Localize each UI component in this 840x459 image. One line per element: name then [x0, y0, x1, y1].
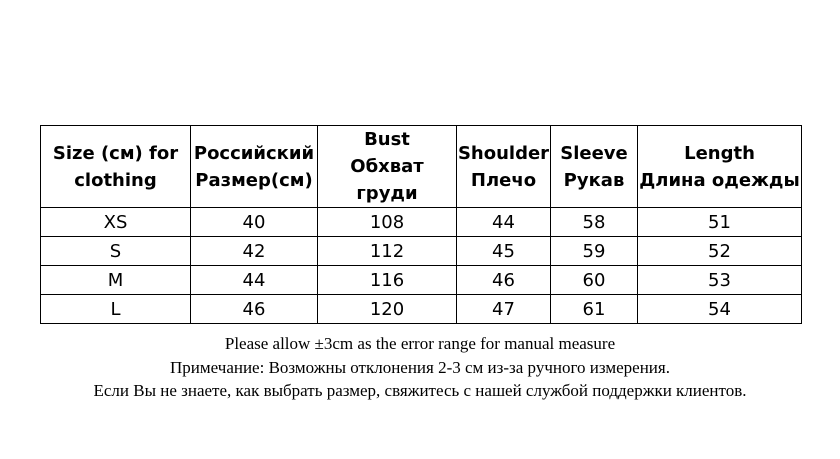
cell-size: S — [40, 236, 191, 266]
header-shoulder: Shoulder Плечо — [456, 125, 551, 208]
header-size: Size (см) for clothing — [40, 125, 191, 208]
cell-length: 54 — [637, 294, 802, 324]
cell-length: 53 — [637, 265, 802, 295]
cell-bust: 116 — [317, 265, 457, 295]
cell-size: L — [40, 294, 191, 324]
header-sleeve-line2: Рукав — [563, 169, 625, 191]
note-contact-support: Если Вы не знаете, как выбрать размер, с… — [93, 381, 747, 400]
table-row: S 42 112 45 59 52 — [40, 236, 802, 266]
cell-shoulder: 44 — [456, 207, 551, 237]
cell-shoulder: 47 — [456, 294, 551, 324]
measurement-notes: Please allow ±3cm as the error range for… — [0, 332, 840, 403]
header-russian-size-line2: Размер(см) — [195, 169, 313, 191]
cell-sleeve: 59 — [550, 236, 638, 266]
table-row: M 44 116 46 60 53 — [40, 265, 802, 295]
header-shoulder-line1: Shoulder — [457, 142, 550, 164]
size-chart-table: Size (см) for clothing Российский Размер… — [40, 125, 802, 324]
cell-size: XS — [40, 207, 191, 237]
note-error-range-en: Please allow ±3cm as the error range for… — [224, 334, 616, 353]
header-sleeve-line1: Sleeve — [560, 142, 628, 164]
cell-shoulder: 46 — [456, 265, 551, 295]
cell-bust: 108 — [317, 207, 457, 237]
table-header-row: Size (см) for clothing Российский Размер… — [40, 125, 802, 208]
cell-russian-size: 46 — [190, 294, 318, 324]
cell-russian-size: 40 — [190, 207, 318, 237]
cell-shoulder: 45 — [456, 236, 551, 266]
header-bust-line2: Обхват груди — [350, 156, 424, 204]
cell-russian-size: 42 — [190, 236, 318, 266]
table-row: XS 40 108 44 58 51 — [40, 207, 802, 237]
header-length: Length Длина одежды — [637, 125, 802, 208]
header-shoulder-line2: Плечо — [470, 169, 537, 191]
header-length-line1: Length — [684, 142, 755, 164]
cell-bust: 112 — [317, 236, 457, 266]
cell-length: 52 — [637, 236, 802, 266]
header-size-line2: clothing — [74, 169, 157, 191]
header-bust-line1: Bust — [364, 129, 410, 150]
header-russian-size-line1: Российский — [193, 142, 315, 164]
table-row: L 46 120 47 61 54 — [40, 294, 802, 324]
cell-sleeve: 61 — [550, 294, 638, 324]
cell-length: 51 — [637, 207, 802, 237]
cell-sleeve: 58 — [550, 207, 638, 237]
header-russian-size: Российский Размер(см) — [190, 125, 318, 208]
header-sleeve: Sleeve Рукав — [550, 125, 638, 208]
header-bust: Bust Обхват груди — [317, 125, 457, 208]
cell-bust: 120 — [317, 294, 457, 324]
note-error-range-ru: Примечание: Возможны отклонения 2-3 см и… — [170, 357, 670, 377]
header-size-line1: Size (см) for — [52, 142, 179, 164]
cell-sleeve: 60 — [550, 265, 638, 295]
header-length-line2: Длина одежды — [639, 169, 800, 191]
cell-russian-size: 44 — [190, 265, 318, 295]
cell-size: M — [40, 265, 191, 295]
